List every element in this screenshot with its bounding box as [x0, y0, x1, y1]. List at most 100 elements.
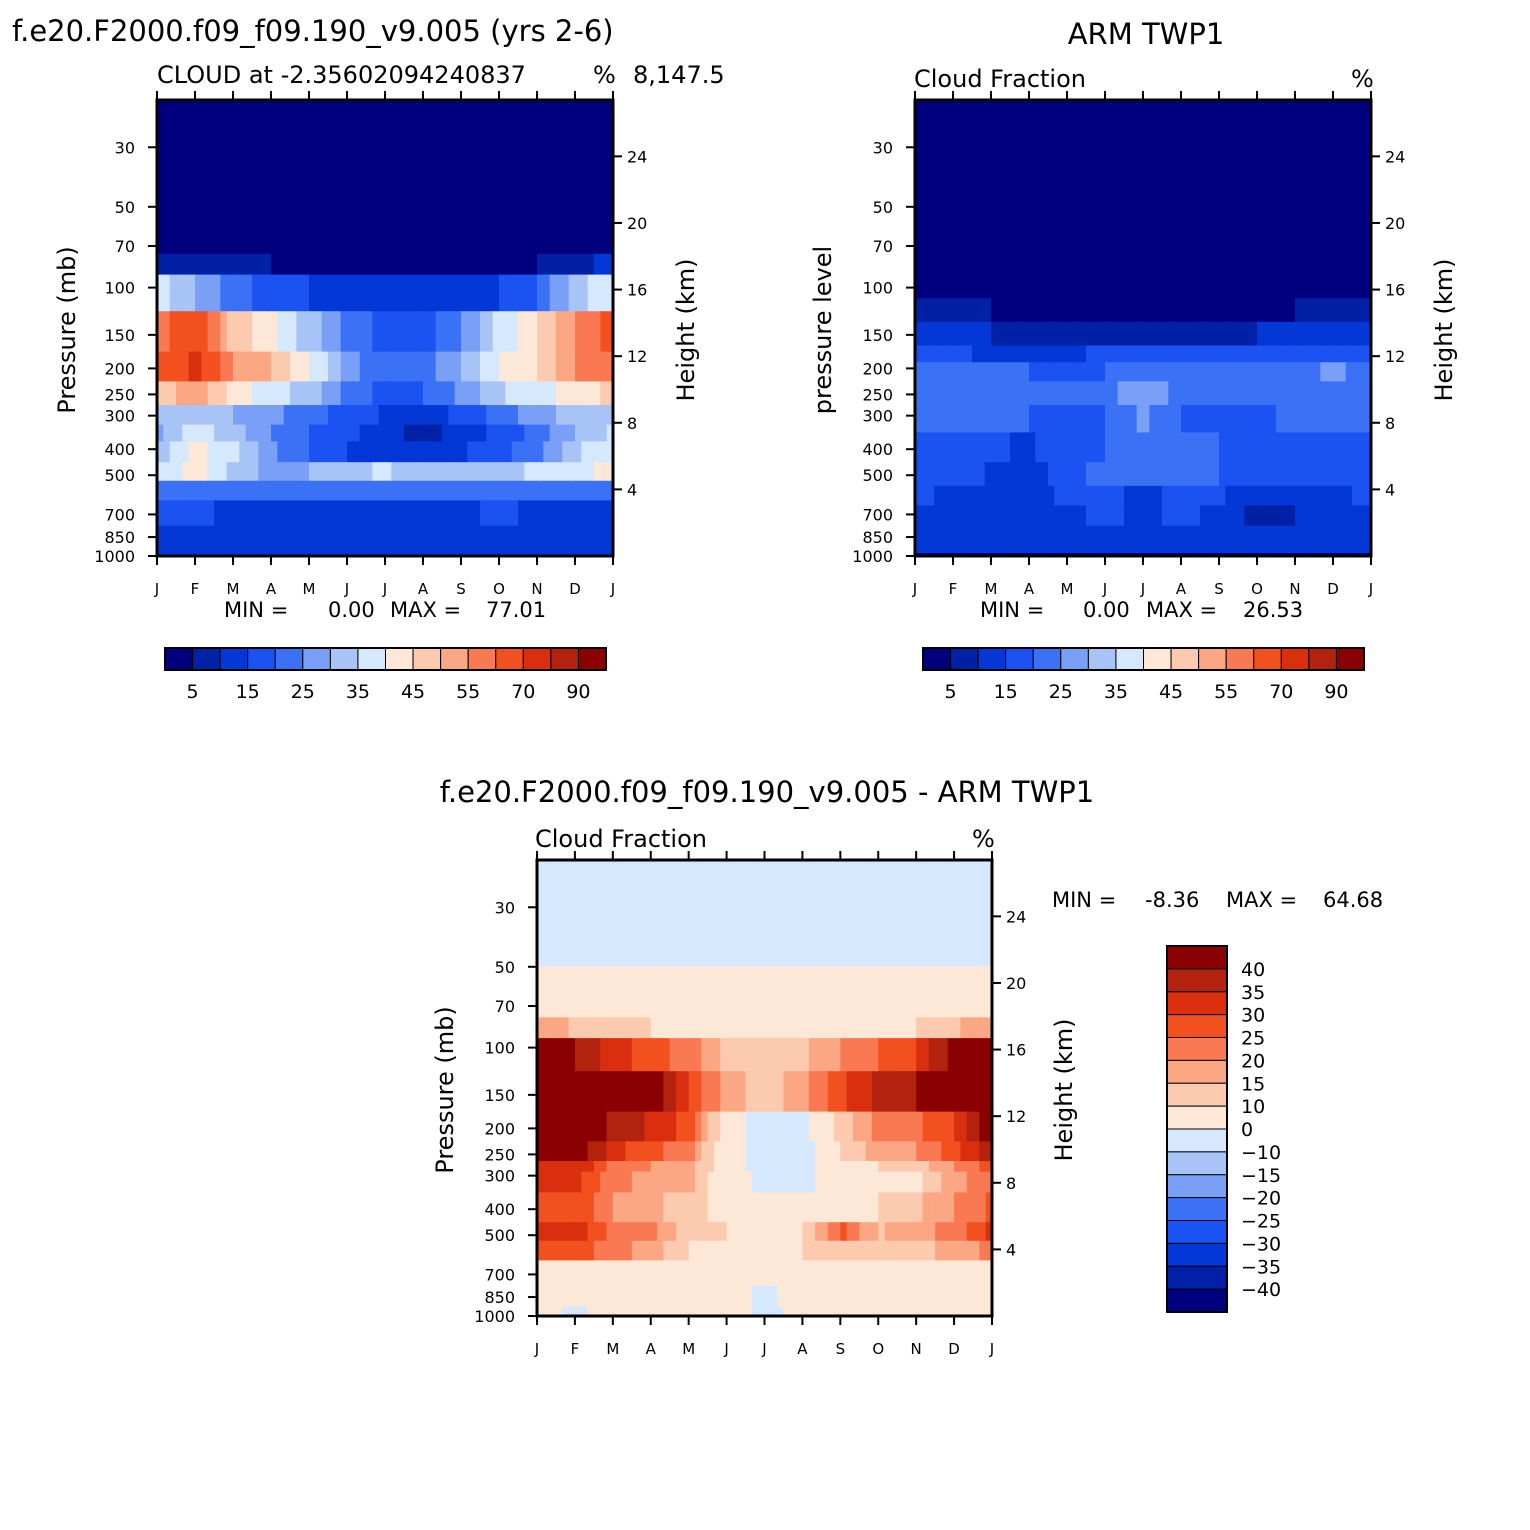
colorbar-swatch [385, 647, 414, 671]
field-cell [188, 100, 196, 125]
field-cell [302, 462, 310, 482]
field-cell [1339, 100, 1347, 125]
field-cell [543, 1285, 551, 1308]
field-cell [448, 311, 456, 353]
field-cell [188, 462, 196, 482]
field-cell [359, 123, 367, 178]
field-cell [505, 546, 513, 557]
field-cell [758, 1260, 766, 1287]
field-cell [694, 1306, 702, 1317]
y-tick-label: 250 [862, 385, 893, 404]
field-cell [461, 274, 468, 312]
field-cell [1092, 543, 1100, 554]
field-cell [663, 930, 671, 967]
field-cell [688, 1017, 696, 1039]
field-cell [796, 1171, 804, 1194]
field-cell [1320, 505, 1328, 527]
colorbar-swatch [412, 647, 442, 671]
field-cell [619, 1141, 627, 1162]
field-cell [783, 1240, 791, 1261]
field-cell [486, 480, 494, 501]
field-cell [1212, 298, 1220, 323]
field-cell [1288, 505, 1296, 527]
field-cell [922, 1192, 930, 1223]
field-cell [1320, 543, 1328, 554]
field-cell [233, 405, 240, 426]
field-cell [556, 500, 563, 527]
field-cell [1073, 462, 1081, 487]
field-cell [960, 1306, 968, 1317]
field-cell [233, 462, 240, 482]
field-cell [897, 966, 905, 993]
field-cell [366, 441, 373, 463]
field-cell [701, 930, 709, 967]
field-cell [378, 381, 386, 406]
field-cell [442, 253, 449, 276]
field-cell [984, 298, 992, 323]
field-cell [220, 480, 228, 501]
field-cell [884, 1171, 892, 1194]
field-cell [1333, 485, 1340, 507]
field-cell [1010, 226, 1017, 268]
field-cell [745, 1240, 753, 1261]
field-cell [840, 1222, 848, 1242]
field-cell [543, 1222, 551, 1242]
field-cell [1111, 266, 1119, 299]
field-cell [233, 441, 240, 463]
field-cell [1314, 266, 1321, 299]
field-cell [157, 351, 164, 382]
field-cell [946, 266, 954, 299]
field-cell [954, 1192, 961, 1223]
field-cell [941, 1171, 949, 1194]
field-cell [946, 485, 954, 507]
field-cell [903, 1071, 911, 1113]
field-cell [518, 274, 525, 312]
field-cell [946, 123, 954, 178]
field-cell [688, 1161, 696, 1173]
field-cell [1130, 543, 1138, 554]
field-cell [391, 253, 399, 276]
field-cell [524, 546, 532, 557]
field-cell [871, 991, 879, 1018]
field-cell [574, 1240, 582, 1261]
field-cell [1098, 123, 1106, 178]
field-cell [1276, 432, 1283, 463]
field-cell [366, 424, 373, 443]
field-cell [448, 100, 456, 125]
field-cell [638, 966, 646, 993]
field-cell [581, 1161, 589, 1173]
field-cell [909, 1141, 917, 1162]
field-cell [480, 226, 487, 255]
field-cell [1339, 321, 1347, 347]
field-cell [694, 883, 702, 932]
field-cell [1022, 525, 1030, 545]
colorbar-swatch [1115, 647, 1144, 671]
field-cell [537, 100, 544, 125]
field-cell [600, 1260, 608, 1287]
field-cell [245, 405, 253, 426]
field-cell [928, 1240, 936, 1261]
field-cell [625, 883, 633, 932]
field-cell [865, 1306, 873, 1317]
field-cell [631, 883, 639, 932]
field-cell [890, 860, 898, 885]
field-cell [953, 123, 960, 178]
field-cell [271, 226, 278, 255]
field-cell [707, 1192, 715, 1223]
field-cell [852, 930, 860, 967]
field-cell [960, 1222, 968, 1242]
field-cell [593, 1141, 601, 1162]
x-tick-label: J [534, 1340, 539, 1358]
field-cell [1086, 485, 1093, 507]
field-cell [1339, 405, 1347, 434]
field-cell [1238, 345, 1245, 363]
colorbar-swatch [192, 647, 221, 671]
field-cell [1345, 298, 1353, 323]
field-cell [378, 351, 386, 382]
field-cell [625, 1161, 633, 1173]
field-cell [214, 405, 221, 426]
field-cell [701, 1071, 709, 1113]
field-cell [1060, 266, 1068, 299]
field-cell [435, 274, 443, 312]
field-cell [518, 226, 525, 255]
